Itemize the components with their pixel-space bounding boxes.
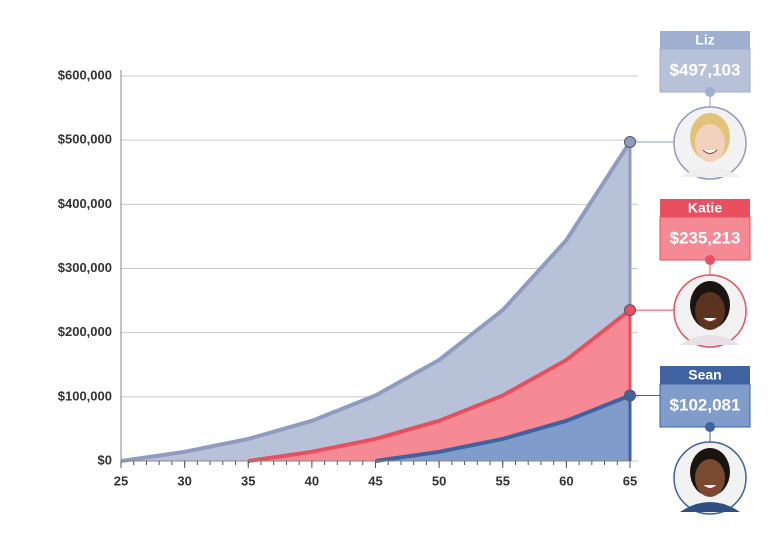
avatar-face xyxy=(695,292,725,330)
grid xyxy=(121,75,638,462)
area xyxy=(375,395,630,461)
series-line xyxy=(247,308,632,463)
card-header xyxy=(660,31,750,49)
x-tick-label: 30 xyxy=(177,473,191,488)
area xyxy=(121,142,630,461)
y-tick-label: $600,000 xyxy=(58,67,112,82)
avatar-shoulders xyxy=(680,167,740,177)
series-line xyxy=(120,140,632,463)
x-tick-label: 60 xyxy=(559,473,573,488)
axes: $0 $100,000 $200,000 $300,000 $400,000 $500,0… xyxy=(58,67,637,488)
end-point xyxy=(624,304,636,317)
x-tick-label: 25 xyxy=(114,473,128,488)
x-tick-label: 50 xyxy=(432,473,446,488)
cards: Liz $497,103 Katie $235,213 Sean $102,081 xyxy=(624,31,751,515)
y-tick-label: $100,000 xyxy=(58,388,112,403)
x-tick-label: 40 xyxy=(305,473,319,488)
y-tick-label: $0 xyxy=(98,452,112,467)
avatar-shoulders xyxy=(680,335,740,345)
areas xyxy=(120,140,632,463)
avatar-smile xyxy=(702,149,718,154)
card-dot xyxy=(705,255,715,265)
end-point xyxy=(624,389,636,402)
avatar-shoulders xyxy=(680,502,740,512)
card-value: $235,213 xyxy=(670,228,741,247)
card-value: $102,081 xyxy=(670,395,741,414)
card-dot xyxy=(705,422,715,432)
y-tick-label: $500,000 xyxy=(58,132,112,147)
avatar-smile xyxy=(702,484,718,489)
x-tick-label: 35 xyxy=(241,473,255,488)
card-name: Liz xyxy=(695,32,714,48)
card-name: Katie xyxy=(688,200,722,216)
y-tick-label: $300,000 xyxy=(58,260,112,275)
avatar-smile xyxy=(702,317,718,322)
y-tick-label: $200,000 xyxy=(58,324,112,339)
avatar-face xyxy=(695,124,725,162)
area xyxy=(248,310,630,461)
x-tick-label: 55 xyxy=(496,473,510,488)
series-line xyxy=(375,393,631,463)
card-value: $497,103 xyxy=(670,60,741,79)
x-tick-label: 45 xyxy=(368,473,382,488)
x-tick-label: 65 xyxy=(623,473,637,488)
y-tick-label: $400,000 xyxy=(58,196,112,211)
end-point xyxy=(624,136,636,149)
card-body xyxy=(659,216,751,261)
card-name: Sean xyxy=(688,367,721,383)
card-dot xyxy=(705,87,715,97)
avatar-face xyxy=(695,459,725,497)
card-body xyxy=(659,383,751,428)
card-header xyxy=(660,199,750,217)
card-header xyxy=(660,366,750,384)
